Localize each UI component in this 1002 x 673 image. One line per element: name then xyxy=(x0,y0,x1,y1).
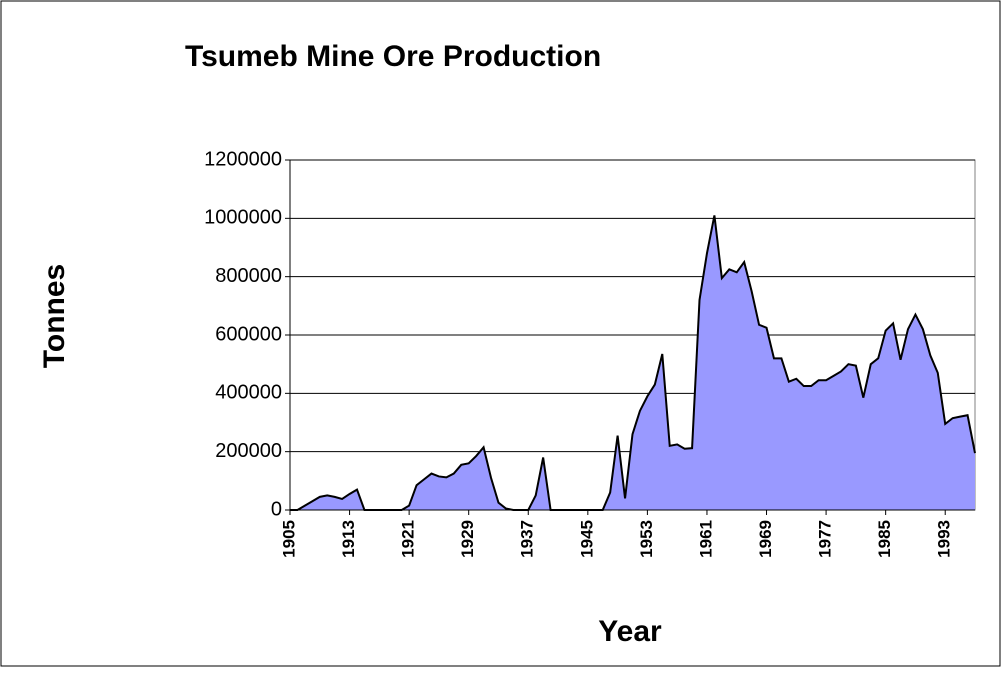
y-tick-label: 0 xyxy=(271,498,282,520)
x-axis-label: Year xyxy=(598,615,662,648)
x-tick-label: 1985 xyxy=(875,520,894,558)
x-tick-label: 1969 xyxy=(756,520,775,558)
x-tick-label: 1945 xyxy=(577,520,596,558)
x-tick-label: 1953 xyxy=(637,520,656,558)
y-tick-label: 400000 xyxy=(215,382,282,404)
area xyxy=(290,215,975,510)
y-tick-label: 1000000 xyxy=(204,207,282,229)
chart-title: Tsumeb Mine Ore Production xyxy=(185,40,601,73)
x-tick-label: 1905 xyxy=(279,520,298,558)
area-line xyxy=(290,215,976,511)
y-tick-label: 200000 xyxy=(215,440,282,462)
y-tick-label: 800000 xyxy=(215,265,282,287)
x-tick-label: 1913 xyxy=(339,520,358,558)
y-axis-label: Tonnes xyxy=(38,264,71,368)
y-tick-label: 1200000 xyxy=(204,148,282,170)
x-tick-label: 1961 xyxy=(696,520,715,558)
x-tick-label: 1937 xyxy=(518,520,537,558)
x-tick-label: 1993 xyxy=(935,520,954,558)
x-tick-label: 1929 xyxy=(458,520,477,558)
y-tick-label: 600000 xyxy=(215,323,282,345)
x-tick-label: 1977 xyxy=(816,520,835,558)
x-tick-label: 1921 xyxy=(399,520,418,558)
